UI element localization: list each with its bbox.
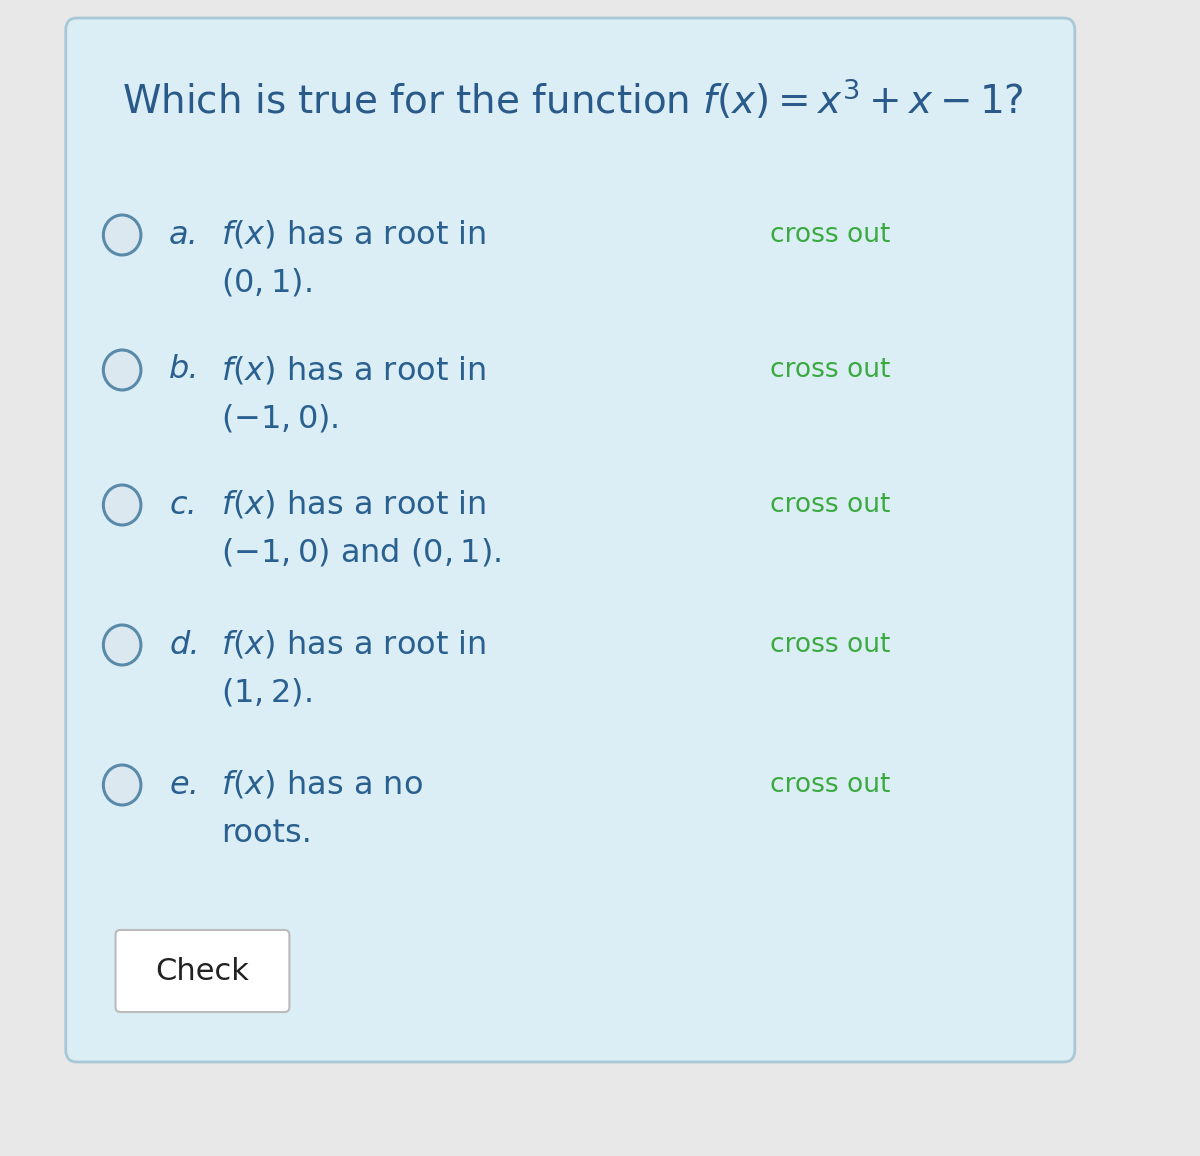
Text: $f(x)$ has a no: $f(x)$ has a no: [221, 769, 422, 801]
Text: $f(x)$ has a root in: $f(x)$ has a root in: [221, 354, 486, 386]
Circle shape: [103, 486, 140, 525]
Text: cross out: cross out: [770, 357, 890, 383]
Text: roots.: roots.: [221, 817, 312, 849]
Text: cross out: cross out: [770, 222, 890, 249]
Text: e.: e.: [169, 770, 199, 800]
Text: d.: d.: [169, 630, 199, 660]
Circle shape: [103, 215, 140, 255]
Text: cross out: cross out: [770, 772, 890, 798]
Circle shape: [103, 625, 140, 665]
Text: $f(x)$ has a root in: $f(x)$ has a root in: [221, 218, 486, 251]
Text: $f(x)$ has a root in: $f(x)$ has a root in: [221, 629, 486, 661]
Text: $(1, 2)$.: $(1, 2)$.: [221, 677, 312, 709]
Text: cross out: cross out: [770, 632, 890, 658]
Text: c.: c.: [169, 489, 197, 520]
FancyBboxPatch shape: [66, 18, 1075, 1062]
Text: $(-1, 0)$.: $(-1, 0)$.: [221, 402, 338, 434]
Text: a.: a.: [169, 220, 199, 251]
Circle shape: [103, 765, 140, 805]
Text: $(0, 1)$.: $(0, 1)$.: [221, 267, 312, 299]
FancyBboxPatch shape: [115, 929, 289, 1012]
Text: Check: Check: [156, 956, 250, 986]
Text: $f(x)$ has a root in: $f(x)$ has a root in: [221, 489, 486, 521]
Text: Which is true for the function $f(x) = x^3 + x - 1$?: Which is true for the function $f(x) = x…: [122, 77, 1024, 123]
Text: $(-1, 0)$ and $(0, 1)$.: $(-1, 0)$ and $(0, 1)$.: [221, 538, 500, 569]
Text: b.: b.: [169, 355, 199, 385]
Circle shape: [103, 350, 140, 390]
Text: cross out: cross out: [770, 492, 890, 518]
